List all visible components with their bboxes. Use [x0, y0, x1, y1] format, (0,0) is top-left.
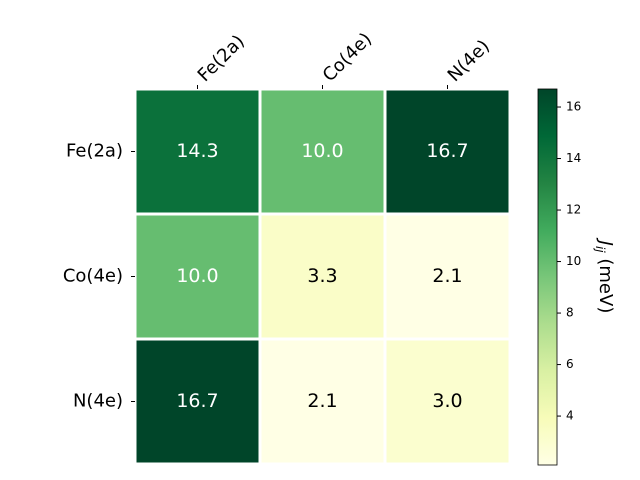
heatmap-cell: [258, 337, 387, 466]
cell-label: 3.3: [307, 265, 337, 287]
cell-label: 16.7: [176, 390, 218, 412]
cell-label: 10.0: [176, 265, 218, 287]
colorbar: [537, 88, 558, 466]
heatmap-cell: [133, 337, 262, 466]
colorbar-tick-label: 6: [566, 357, 574, 371]
cell-label: 10.0: [301, 140, 343, 162]
y-tick-label: Co(4e): [63, 266, 123, 287]
cell-label: 3.0: [432, 390, 462, 412]
heatmap-cell: [258, 87, 387, 216]
colorbar-subscript: ij: [594, 246, 608, 253]
cell-label: 2.1: [432, 265, 462, 287]
x-tick-label: Co(4e): [319, 29, 376, 86]
colorbar-tick-label: 16: [566, 100, 581, 114]
colorbar-tick-label: 10: [566, 254, 581, 268]
colorbar-unit: (meV): [595, 258, 616, 313]
colorbar-symbol: J: [595, 238, 616, 246]
x-tick-label: Fe(2a): [194, 31, 249, 86]
colorbar-label: Jij (meV): [594, 238, 617, 314]
heatmap-cell: [383, 337, 512, 466]
colorbar-tick-label: 8: [566, 306, 574, 320]
colorbar-tick-label: 4: [566, 409, 574, 423]
colorbar-tick-label: 14: [566, 151, 581, 165]
cell-label: 16.7: [426, 140, 468, 162]
colorbar-tick-label: 12: [566, 203, 581, 217]
y-tick-label: N(4e): [73, 391, 123, 412]
cell-label: 14.3: [176, 140, 218, 162]
cell-label: 2.1: [307, 390, 337, 412]
x-tick-label: N(4e): [444, 36, 494, 86]
y-tick-label: Fe(2a): [66, 141, 123, 162]
